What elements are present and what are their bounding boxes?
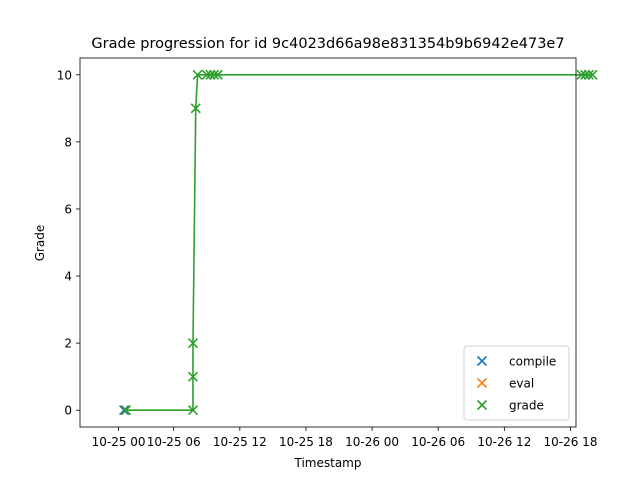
legend-box (463, 345, 570, 421)
x-tick-label-1: 10-25 06 (147, 435, 201, 449)
chart-marks (119, 69, 598, 416)
x-tick-label-0: 10-25 00 (92, 435, 146, 449)
x-tick-label-6: 10-26 12 (477, 435, 531, 449)
y-tick-label-4: 8 (64, 135, 72, 149)
y-tick-label-2: 4 (64, 270, 72, 284)
y-tick-label-1: 2 (64, 337, 72, 351)
x-tick-label-5: 10-26 06 (411, 435, 465, 449)
series-compile (119, 405, 130, 416)
series-grade (120, 69, 598, 416)
y-tick-label-3: 6 (64, 202, 72, 216)
legend-label-eval: eval (509, 377, 534, 391)
point-grade-13 (587, 69, 598, 80)
legend-marker-eval (476, 377, 488, 389)
point-grade-7 (205, 69, 216, 80)
legend: compile eval grade (463, 345, 570, 421)
y-tick-label-0: 0 (64, 404, 72, 418)
point-grade-11 (580, 69, 591, 80)
x-tick-label-3: 10-25 18 (279, 435, 333, 449)
y-axis: 0 2 4 6 8 10 (57, 68, 80, 418)
point-grade-10 (576, 69, 587, 80)
point-compile-0 (119, 405, 130, 416)
point-grade-4 (190, 103, 201, 114)
x-tick-label-7: 10-26 18 (544, 435, 598, 449)
legend-marker-compile (476, 355, 488, 367)
point-grade-3 (187, 338, 199, 349)
x-axis-label: Timestamp (294, 456, 362, 470)
point-grade-6 (201, 69, 212, 80)
point-grade-1 (187, 405, 199, 416)
chart-title: Grade progression for id 9c4023d66a98e83… (91, 36, 564, 52)
y-axis-label: Grade (33, 225, 47, 262)
y-tick-label-5: 10 (57, 68, 72, 82)
point-grade-9 (212, 69, 223, 80)
plot-frame (79, 57, 577, 428)
x-tick-label-4: 10-26 00 (345, 435, 399, 449)
legend-label-compile: compile (509, 355, 556, 369)
point-grade-8 (209, 69, 220, 80)
point-grade-5 (192, 69, 203, 80)
x-tick-label-2: 10-25 12 (213, 435, 267, 449)
point-grade-0 (120, 405, 131, 416)
legend-label-grade: grade (509, 399, 544, 413)
x-axis: 10-25 00 10-25 06 10-25 12 10-25 18 10-26 00… (92, 427, 598, 449)
legend-marker-grade (476, 399, 488, 411)
point-grade-2 (187, 371, 199, 382)
point-grade-12 (583, 69, 594, 80)
